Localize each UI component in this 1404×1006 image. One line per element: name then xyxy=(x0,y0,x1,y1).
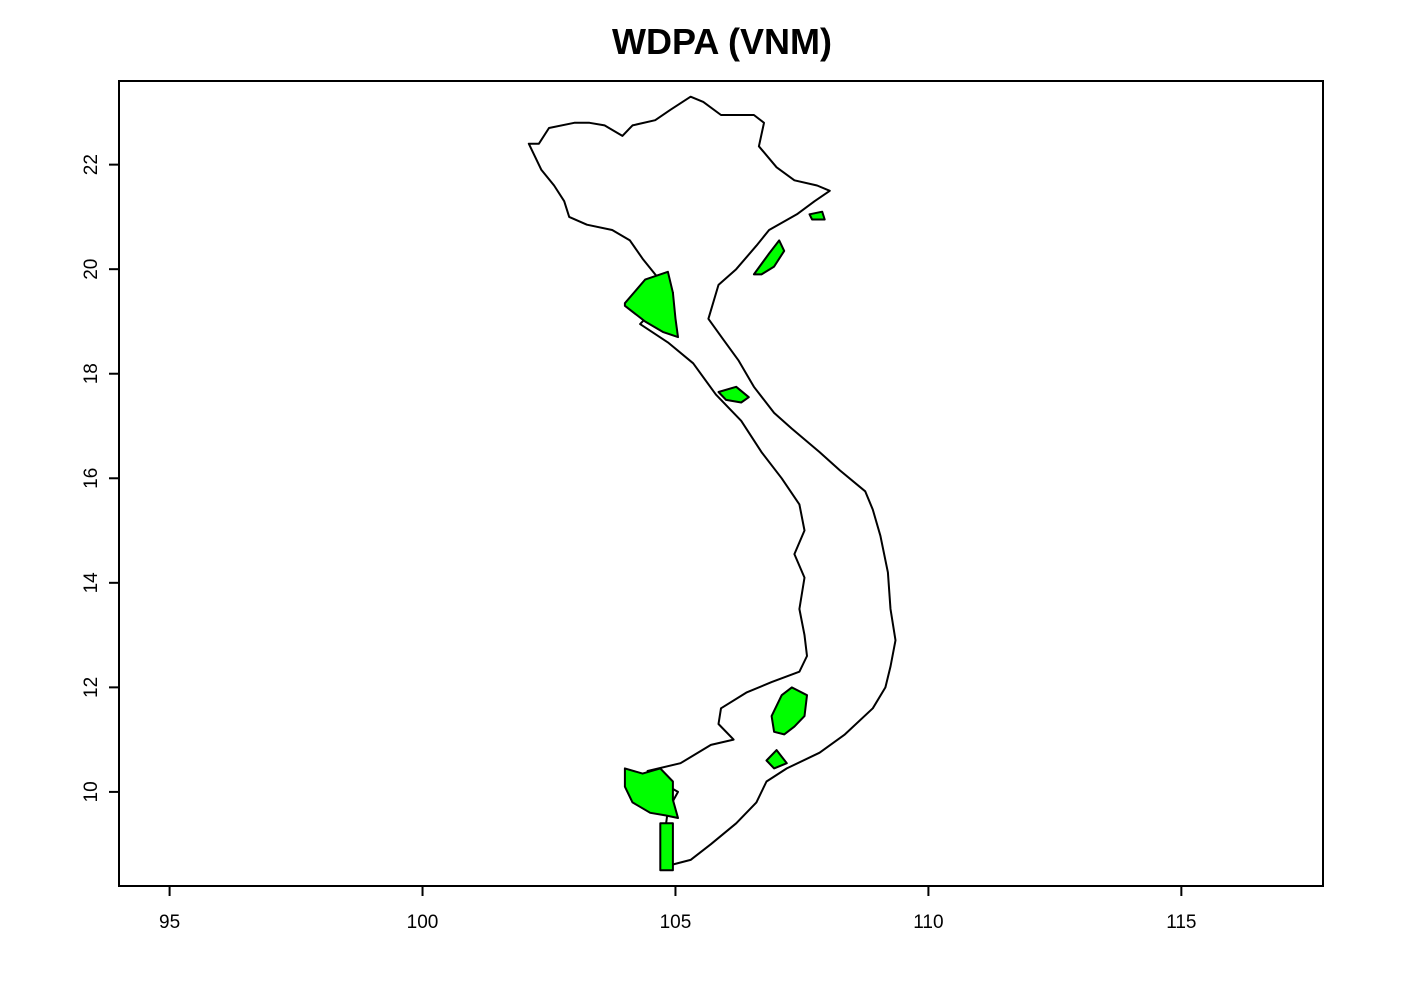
y-axis: 10 12 14 16 18 20 22 xyxy=(81,154,119,802)
map-title: WDPA (VNM) xyxy=(612,21,832,62)
x-tick-label: 95 xyxy=(159,912,180,933)
protected-area-6 xyxy=(717,385,750,404)
x-tick-label: 115 xyxy=(1166,912,1196,933)
protected-area-4 xyxy=(770,686,808,736)
protected-area-5 xyxy=(752,239,786,276)
y-tick-label: 16 xyxy=(81,468,102,489)
y-tick-label: 10 xyxy=(81,781,102,802)
x-tick-label: 100 xyxy=(407,912,439,933)
y-tick-label: 22 xyxy=(81,154,102,175)
x-axis: 95 100 105 110 115 xyxy=(159,886,1197,933)
protected-area-1 xyxy=(623,270,679,339)
y-tick-label: 12 xyxy=(81,677,102,698)
y-tick-label: 14 xyxy=(81,572,102,594)
map-layer xyxy=(527,95,897,872)
country-outline xyxy=(527,95,897,867)
protected-area-8 xyxy=(808,210,826,221)
x-tick-label: 110 xyxy=(913,912,943,933)
y-tick-label: 20 xyxy=(81,259,102,280)
protected-area-7 xyxy=(765,749,788,770)
y-tick-label: 18 xyxy=(81,363,102,384)
protected-area-3 xyxy=(659,822,674,872)
protected-area-2 xyxy=(623,767,679,819)
plot-frame xyxy=(118,80,1324,887)
x-tick-label: 105 xyxy=(660,912,692,933)
